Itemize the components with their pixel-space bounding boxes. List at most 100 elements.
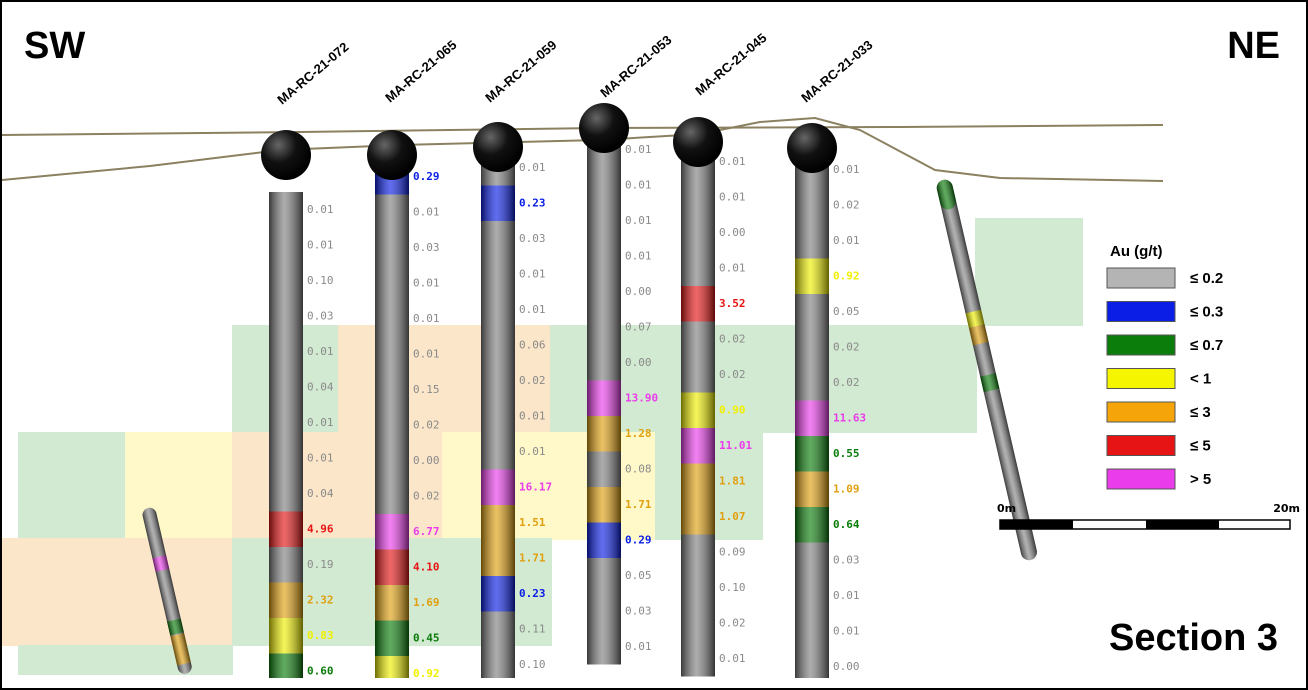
- section-title: Section 3: [1109, 617, 1278, 659]
- assay-value: 1.81: [719, 474, 746, 487]
- assay-value: 4.10: [413, 560, 440, 573]
- assay-value: 0.05: [625, 569, 652, 582]
- assay-value: 0.05: [833, 305, 860, 318]
- collar: [787, 123, 837, 173]
- legend-swatch: [1106, 401, 1176, 423]
- assay-value: 0.01: [519, 267, 546, 280]
- assay-value: 0.29: [413, 170, 440, 183]
- assay-value: 0.01: [307, 416, 334, 429]
- assay-value: 11.01: [719, 439, 752, 452]
- assay-value: 3.52: [719, 297, 746, 310]
- assay-value: 1.71: [519, 551, 546, 564]
- assay-value: 0.10: [307, 274, 334, 287]
- legend-swatch: [1106, 301, 1176, 322]
- assay-value: 6.77: [413, 525, 440, 538]
- assay-value: 0.01: [625, 214, 652, 227]
- assay-value: 0.01: [519, 409, 546, 422]
- legend-label: ≤ 0.2: [1190, 270, 1223, 287]
- legend-swatch: [1106, 435, 1176, 456]
- assay-value: 0.01: [625, 143, 652, 156]
- assay-value: 0.03: [519, 232, 546, 245]
- legend-label: < 1: [1190, 370, 1211, 387]
- assay-value: 0.01: [519, 445, 546, 458]
- collar: [367, 130, 417, 180]
- assay-value: 11.63: [833, 411, 866, 424]
- assay-value: 0.03: [833, 553, 860, 566]
- collar: [261, 130, 311, 180]
- rod-shade: [681, 144, 715, 677]
- assay-value: 0.01: [519, 303, 546, 316]
- assay-value: 0.01: [719, 652, 746, 665]
- assay-value: 0.02: [719, 332, 746, 345]
- assay-value: 1.07: [719, 510, 746, 523]
- assay-value: 0.07: [625, 320, 652, 333]
- assay-value: 0.08: [625, 462, 652, 475]
- assay-value: 1.09: [833, 482, 860, 495]
- assay-value: 0.83: [307, 629, 334, 642]
- assay-value: 0.11: [519, 622, 546, 635]
- assay-value: 0.55: [833, 447, 860, 460]
- legend-swatch: [1106, 368, 1176, 389]
- rod-shade: [587, 132, 621, 665]
- assay-value: 0.03: [625, 604, 652, 617]
- legend-swatch: [1106, 334, 1176, 356]
- assay-value: 0.03: [413, 241, 440, 254]
- assay-value: 0.01: [625, 178, 652, 191]
- assay-value: 0.00: [625, 356, 652, 369]
- assay-value: 0.01: [719, 261, 746, 274]
- assay-value: 0.01: [307, 238, 334, 251]
- assay-value: 0.02: [413, 489, 440, 502]
- assay-value: 0.01: [625, 249, 652, 262]
- assay-value: 0.01: [307, 345, 334, 358]
- assay-value: 0.01: [413, 276, 440, 289]
- assay-value: 0.01: [625, 640, 652, 653]
- assay-value: 0.01: [833, 624, 860, 637]
- assay-value: 0.00: [833, 660, 860, 673]
- scale-label: 20m: [1273, 502, 1300, 515]
- assay-value: 1.69: [413, 596, 440, 609]
- rod-shade: [375, 159, 409, 678]
- assay-value: 0.02: [719, 616, 746, 629]
- rod-shade: [269, 192, 303, 678]
- collar: [473, 122, 523, 172]
- assay-value: 0.64: [833, 518, 860, 531]
- assay-value: 0.00: [719, 226, 746, 239]
- collar: [579, 103, 629, 153]
- rod-shade: [795, 152, 829, 678]
- assay-value: 0.10: [719, 581, 746, 594]
- assay-value: 0.29: [625, 533, 652, 546]
- direction-label: SW: [24, 25, 85, 67]
- assay-value: 0.15: [413, 383, 440, 396]
- assay-value: 0.04: [307, 380, 334, 393]
- assay-value: 0.00: [625, 285, 652, 298]
- assay-value: 0.01: [413, 205, 440, 218]
- direction-label: NE: [1227, 25, 1280, 67]
- legend-label: ≤ 5: [1190, 437, 1211, 454]
- assay-value: 0.04: [307, 487, 334, 500]
- legend-title: Au (g/t): [1110, 243, 1162, 260]
- legend-label: ≤ 0.3: [1190, 303, 1223, 320]
- scale-bar: 0m 20m: [997, 502, 1300, 530]
- assay-value: 2.32: [307, 593, 334, 606]
- rod-shade: [481, 150, 515, 678]
- assay-value: 0.02: [833, 376, 860, 389]
- assay-value: 0.90: [719, 403, 746, 416]
- assay-value: 0.03: [307, 309, 334, 322]
- assay-value: 16.17: [519, 480, 552, 493]
- assay-value: 0.02: [833, 340, 860, 353]
- assay-value: 0.02: [413, 418, 440, 431]
- assay-value: 0.92: [413, 667, 440, 680]
- assay-value: 0.01: [413, 312, 440, 325]
- legend-swatch: [1106, 267, 1176, 289]
- topography: [1, 116, 1164, 182]
- assay-value: 0.45: [413, 631, 440, 644]
- assay-value: 0.01: [413, 347, 440, 360]
- assay-value: 0.92: [833, 269, 860, 282]
- assay-value: 0.01: [833, 589, 860, 602]
- assay-value: 0.19: [307, 558, 334, 571]
- legend-label: ≤ 0.7: [1190, 337, 1223, 354]
- assay-value: 1.71: [625, 498, 652, 511]
- assay-value: 13.90: [625, 391, 658, 404]
- assay-value: 0.01: [519, 161, 546, 174]
